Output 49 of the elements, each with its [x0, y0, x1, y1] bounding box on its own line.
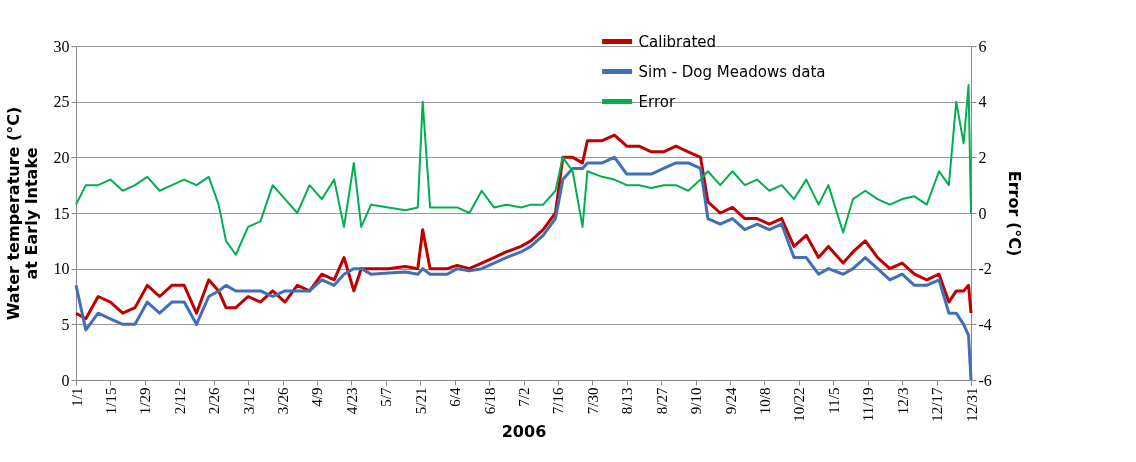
- y-tick-label: 0: [61, 371, 70, 389]
- x-axis-title: 2006: [501, 421, 547, 441]
- x-tick-label: 2/26: [206, 387, 223, 415]
- y-axis-title: Water temperature (°C) at Early Intake: [3, 106, 41, 321]
- x-tick-label: 4/23: [343, 387, 360, 415]
- y2-tick-label: 4: [978, 93, 987, 111]
- y2-tick-label: -4: [978, 315, 992, 333]
- y2-tick-label: -6: [978, 371, 992, 389]
- x-tick-label: 6/18: [481, 387, 498, 415]
- y-tick-label: 5: [61, 315, 70, 333]
- y-tick-label: 15: [53, 204, 70, 222]
- x-tick-label: 1/29: [137, 387, 154, 415]
- x-tick-label: 5/7: [378, 387, 395, 407]
- x-tick-label: 7/2: [516, 387, 532, 407]
- legend-label: Sim - Dog Meadows data: [638, 62, 826, 81]
- x-tick-label: 8/13: [619, 387, 636, 415]
- x-tick-label: 9/10: [688, 387, 705, 415]
- y2-tick-label: 0: [978, 204, 987, 222]
- x-tick-label: 1/1: [68, 387, 85, 407]
- x-tick-label: 5/21: [412, 387, 429, 415]
- x-tick-label: 3/12: [240, 387, 257, 415]
- x-tick-label: 11/5: [825, 387, 842, 414]
- y2-tick-label: 6: [978, 37, 987, 55]
- y2-tick-label: -2: [978, 260, 992, 278]
- x-tick-label: 12/31: [963, 387, 980, 422]
- y-tick-label: 30: [53, 37, 70, 55]
- x-tick-label: 10/22: [791, 387, 808, 422]
- line-series: [75, 83, 972, 256]
- x-tick-label: 7/16: [550, 387, 567, 415]
- line-series: [74, 133, 973, 321]
- x-tick-label: 1/15: [102, 387, 119, 415]
- legend-label: Calibrated: [638, 32, 717, 51]
- x-tick-label: 7/30: [584, 387, 601, 415]
- legend-label: Error: [638, 92, 676, 111]
- y-tick-label: 10: [53, 260, 70, 278]
- x-tick-label: 12/17: [929, 387, 946, 422]
- x-tick-label: 11/19: [860, 387, 877, 422]
- x-tick-label: 8/27: [653, 387, 670, 415]
- y2-tick-label: 2: [978, 148, 987, 166]
- x-tick-label: 9/24: [722, 387, 739, 415]
- x-tick-label: 2/12: [171, 387, 188, 415]
- y-tick-label: 20: [53, 148, 70, 166]
- y-tick-label: 25: [53, 93, 70, 111]
- x-tick-label: 4/9: [309, 387, 326, 407]
- x-tick-label: 10/8: [756, 387, 773, 415]
- x-tick-label: 3/26: [275, 387, 292, 415]
- x-tick-label: 6/4: [447, 387, 464, 407]
- y2-axis-title: Error (°C): [1004, 170, 1024, 257]
- x-tick-label: 12/3: [894, 387, 911, 415]
